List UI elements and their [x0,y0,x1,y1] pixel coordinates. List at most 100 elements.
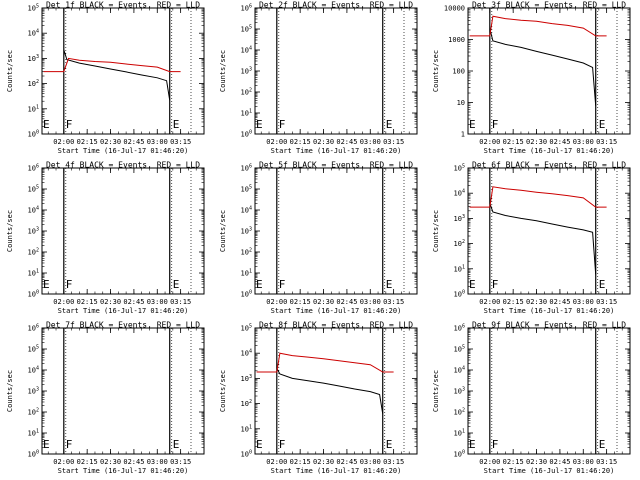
y-tick-exponent: 5 [36,345,39,351]
x-tick-label: 02:00 [479,458,500,466]
y-tick-label: 102 [241,88,252,97]
marker-label: E [469,118,476,131]
y-tick-label: 103 [28,54,39,63]
y-tick-label: 104 [28,29,39,38]
events-series-line [489,203,597,275]
y-tick-exponent: 3 [462,387,465,393]
y-tick-label: 100 [454,450,465,459]
y-tick-label: 100 [241,130,252,139]
marker-label: E [386,118,393,131]
y-axis-label: Counts/sec [432,370,440,412]
events-series-line [276,368,384,414]
marker-label: E [469,278,476,291]
detector-panel-1: Det 1f BLACK = Events, RED = LLD Counts/s… [6,1,205,155]
plot-frame [41,7,205,135]
x-axis-label: Start Time (16-Jul-17 01:46:20) [271,147,402,155]
x-tick-label: 02:30 [526,298,547,306]
x-axis-label: Start Time (16-Jul-17 01:46:20) [58,307,189,315]
y-tick-exponent: 0 [462,450,465,456]
y-tick-exponent: 1 [462,429,465,435]
y-tick-exponent: 2 [462,408,465,414]
y-tick-label: 101 [28,104,39,113]
y-tick-exponent: 0 [249,290,252,296]
y-tick-label: 100 [28,290,39,299]
y-tick-label: 105 [241,25,252,34]
y-tick-exponent: 3 [36,227,39,233]
x-tick-label: 02:30 [313,458,334,466]
y-tick-label: 103 [28,227,39,236]
y-tick-exponent: 1 [36,104,39,110]
marker-label: E [173,438,180,451]
x-tick-label: 03:15 [596,138,617,146]
marker-label: F [492,118,499,131]
x-tick-label: 02:30 [313,298,334,306]
y-axis-label: Counts/sec [6,210,14,252]
x-tick-label: 02:30 [313,138,334,146]
marker-label: E [386,278,393,291]
x-tick-label: 02:45 [336,458,357,466]
y-tick-label: 102 [454,239,465,248]
y-tick-label: 100 [454,290,465,299]
marker-label: E [43,118,50,131]
x-axis-label: Start Time (16-Jul-17 01:46:20) [271,467,402,475]
plot-frame [467,327,631,455]
marker-label: E [173,118,180,131]
y-tick-exponent: 3 [36,54,39,60]
panel-title: Det 3f BLACK = Events, RED = LLD [472,1,626,10]
x-tick-label: 02:45 [123,458,144,466]
y-tick-exponent: 0 [36,450,39,456]
marker-label: F [66,278,73,291]
detector-panel-2: Det 2f BLACK = Events, RED = LLD Counts/s… [219,1,418,155]
y-tick-exponent: 2 [36,408,39,414]
x-tick-label: 02:45 [123,138,144,146]
y-axis-label: Counts/sec [432,50,440,92]
x-tick-label: 03:00 [360,298,381,306]
y-tick-label: 100 [28,130,39,139]
marker-label: E [599,438,606,451]
detector-panel-8: Det 8f BLACK = Events, RED = LLD Counts/s… [219,321,418,475]
x-tick-label: 02:45 [336,138,357,146]
y-tick-exponent: 5 [249,185,252,191]
x-tick-label: 02:45 [549,298,570,306]
x-tick-label: 03:15 [170,458,191,466]
marker-label: F [279,278,286,291]
x-tick-label: 02:15 [77,138,98,146]
x-tick-label: 02:45 [549,458,570,466]
y-tick-label: 105 [28,4,39,13]
y-tick-exponent: 3 [36,387,39,393]
panel-title: Det 1f BLACK = Events, RED = LLD [46,1,200,10]
y-tick-exponent: 1 [36,269,39,275]
y-tick-label: 101 [241,269,252,278]
y-tick-exponent: 5 [462,164,465,170]
y-tick-exponent: 5 [36,4,39,10]
y-tick-exponent: 1 [249,269,252,275]
y-tick-label: 102 [454,408,465,417]
y-tick-exponent: 6 [36,324,39,330]
y-tick-label: 105 [28,345,39,354]
y-tick-label: 103 [241,67,252,76]
lld-series-line [469,15,607,37]
panel-title: Det 7f BLACK = Events, RED = LLD [46,321,200,330]
y-tick-exponent: 0 [36,290,39,296]
x-tick-label: 02:45 [123,298,144,306]
y-axis-label: Counts/sec [432,210,440,252]
detector-panel-6: Det 6f BLACK = Events, RED = LLD Counts/s… [432,161,631,315]
marker-label: F [279,438,286,451]
y-tick-label: 10000 [444,5,465,13]
y-tick-label: 1000 [448,36,465,44]
panel-title: Det 4f BLACK = Events, RED = LLD [46,161,200,170]
x-tick-label: 03:00 [573,138,594,146]
y-tick-label: 105 [454,164,465,173]
x-tick-label: 02:00 [53,298,74,306]
x-tick-label: 02:30 [100,138,121,146]
marker-label: E [469,438,476,451]
y-tick-label: 103 [454,387,465,396]
y-tick-exponent: 0 [249,130,252,136]
x-tick-label: 03:00 [147,458,168,466]
marker-label: E [599,278,606,291]
x-axis-label: Start Time (16-Jul-17 01:46:20) [58,147,189,155]
y-tick-label: 106 [28,164,39,173]
x-tick-label: 03:00 [360,138,381,146]
y-tick-exponent: 1 [249,109,252,115]
